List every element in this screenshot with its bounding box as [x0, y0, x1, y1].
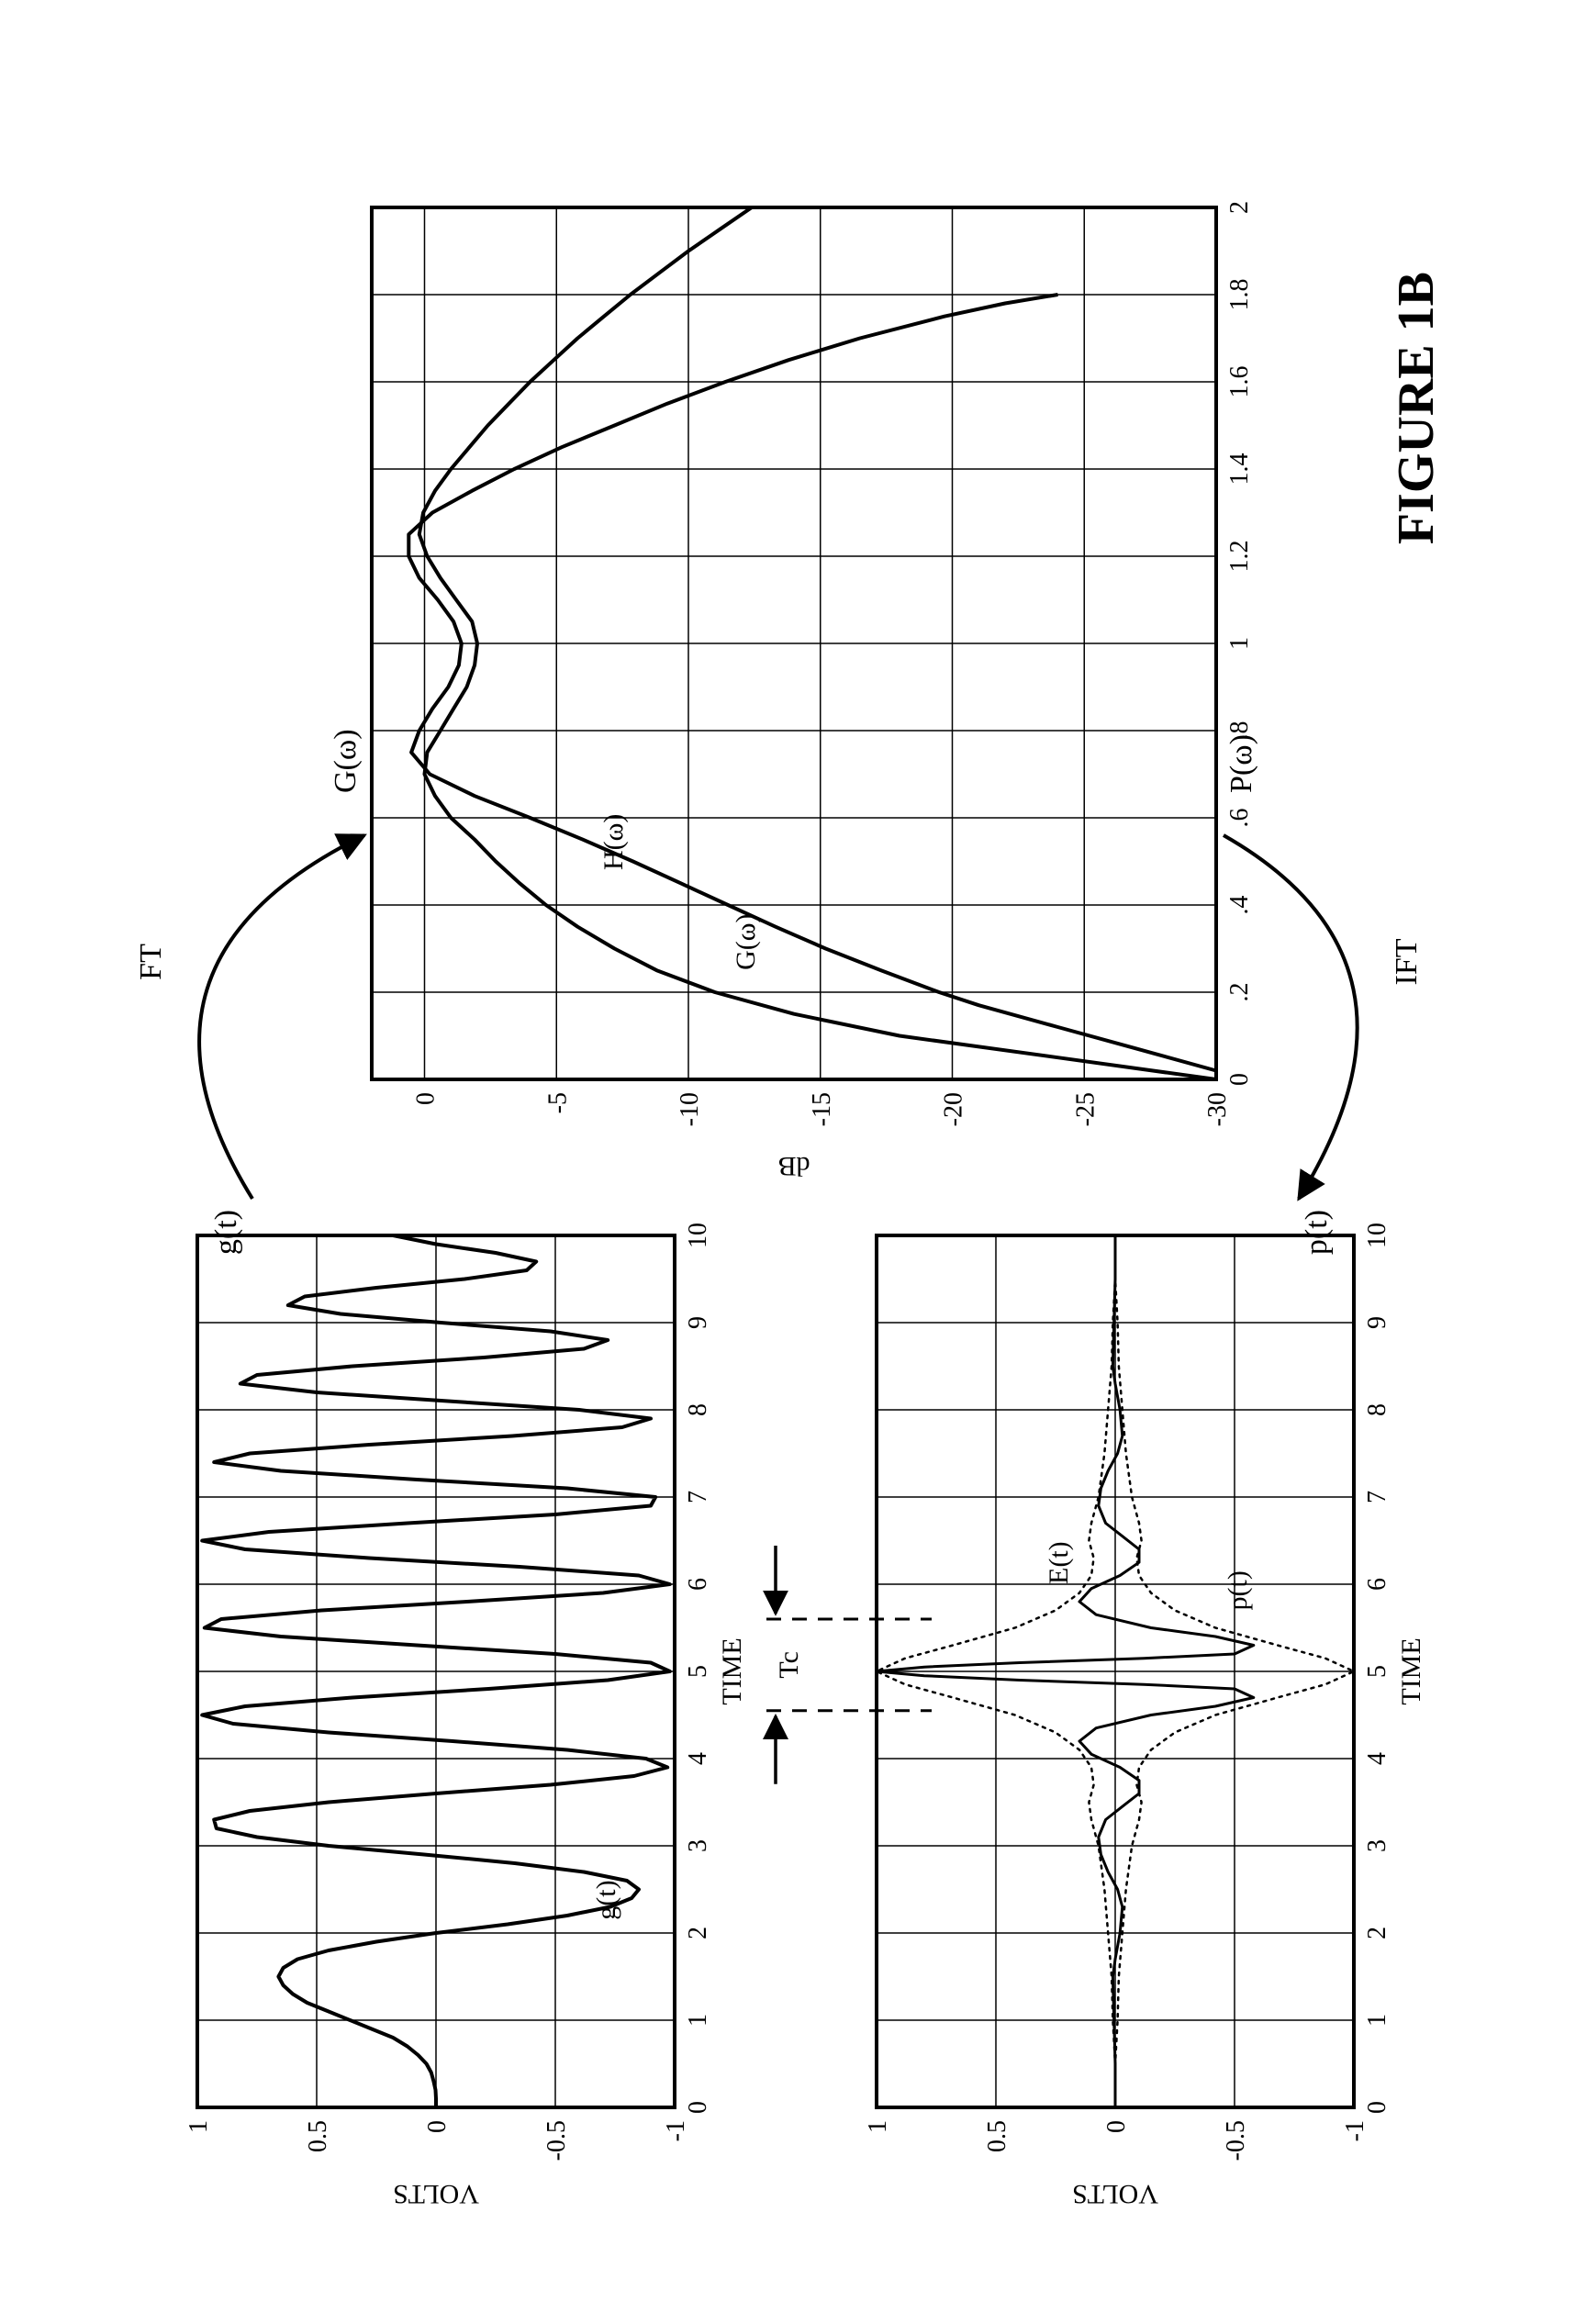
svg-text:G(ω): G(ω) [730, 914, 760, 970]
svg-text:2: 2 [1225, 201, 1254, 214]
svg-text:4: 4 [1363, 1752, 1391, 1765]
svg-text:0: 0 [1225, 1073, 1254, 1086]
svg-text:-10: -10 [676, 1092, 704, 1126]
svg-text:2: 2 [684, 1927, 712, 1939]
svg-text:9: 9 [684, 1316, 712, 1329]
svg-text:10: 10 [684, 1223, 712, 1248]
svg-text:0.5: 0.5 [983, 2120, 1011, 2152]
svg-text:7: 7 [684, 1491, 712, 1503]
svg-text:1: 1 [684, 2014, 712, 2027]
svg-text:3: 3 [1363, 1839, 1391, 1852]
svg-text:0: 0 [423, 2120, 452, 2133]
svg-text:-15: -15 [807, 1092, 835, 1126]
svg-text:Tc: Tc [774, 1651, 804, 1679]
svg-text:8: 8 [1363, 1403, 1391, 1416]
svg-text:2: 2 [1363, 1927, 1391, 1939]
svg-text:VOLTS: VOLTS [393, 2179, 479, 2209]
svg-text:P(ω): P(ω) [1224, 734, 1258, 793]
svg-text:9: 9 [1363, 1316, 1391, 1329]
svg-text:.6: .6 [1225, 809, 1254, 828]
svg-text:1: 1 [864, 2120, 892, 2133]
svg-text:5: 5 [1363, 1665, 1391, 1678]
svg-text:1: 1 [1363, 2014, 1391, 2027]
svg-text:.4: .4 [1225, 896, 1254, 915]
svg-text:6: 6 [1363, 1578, 1391, 1591]
figure-svg: 012345678910-1-0.500.51TIMEVOLTSg(t)0123… [106, 106, 1482, 2218]
svg-text:E(t): E(t) [1044, 1541, 1074, 1584]
figure-label: FIGURE 1B [1387, 272, 1446, 544]
svg-text:-20: -20 [939, 1092, 967, 1126]
svg-text:G(ω): G(ω) [329, 729, 363, 793]
svg-text:7: 7 [1363, 1491, 1391, 1503]
svg-text:10: 10 [1363, 1223, 1391, 1248]
svg-text:0: 0 [1102, 2120, 1131, 2133]
svg-text:1.6: 1.6 [1225, 366, 1254, 398]
svg-text:p(t): p(t) [1300, 1210, 1334, 1255]
svg-text:FT: FT [134, 944, 168, 980]
svg-text:-0.5: -0.5 [542, 2120, 571, 2161]
svg-text:g(t): g(t) [591, 1880, 621, 1919]
svg-text:g(t): g(t) [209, 1210, 243, 1255]
svg-text:dB: dB [777, 1151, 810, 1181]
svg-text:8: 8 [684, 1403, 712, 1416]
svg-text:-1: -1 [662, 2120, 690, 2141]
svg-text:TIME: TIME [1396, 1637, 1426, 1704]
svg-text:p(t): p(t) [1223, 1570, 1253, 1610]
svg-text:3: 3 [684, 1839, 712, 1852]
svg-text:0.5: 0.5 [304, 2120, 332, 2152]
svg-text:0: 0 [1363, 2101, 1391, 2114]
svg-text:1: 1 [184, 2120, 213, 2133]
svg-text:TIME: TIME [717, 1637, 747, 1704]
svg-text:VOLTS: VOLTS [1072, 2179, 1158, 2209]
svg-text:IFT: IFT [1390, 938, 1424, 985]
svg-text:-5: -5 [543, 1092, 572, 1113]
svg-text:4: 4 [684, 1752, 712, 1765]
svg-text:.2: .2 [1225, 983, 1254, 1002]
svg-text:1.2: 1.2 [1225, 541, 1254, 573]
svg-text:H(ω): H(ω) [598, 814, 629, 870]
svg-text:0: 0 [684, 2101, 712, 2114]
svg-text:-1: -1 [1341, 2120, 1369, 2141]
svg-text:0: 0 [411, 1092, 440, 1105]
svg-text:1: 1 [1225, 637, 1254, 650]
svg-text:1.4: 1.4 [1225, 453, 1254, 486]
svg-text:-0.5: -0.5 [1222, 2120, 1250, 2161]
svg-text:-30: -30 [1203, 1092, 1232, 1126]
svg-text:6: 6 [684, 1578, 712, 1591]
svg-text:-25: -25 [1071, 1092, 1100, 1126]
svg-text:5: 5 [684, 1665, 712, 1678]
svg-text:1.8: 1.8 [1225, 279, 1254, 311]
